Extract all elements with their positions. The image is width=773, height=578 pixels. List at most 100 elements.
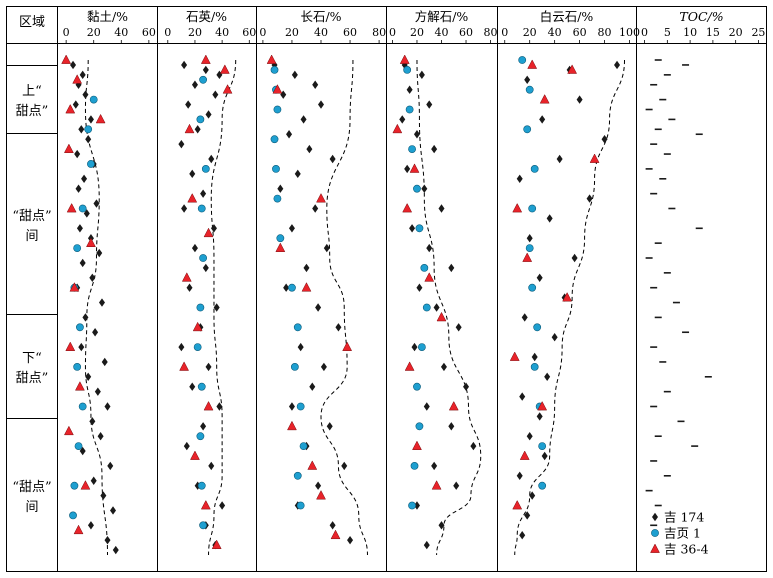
data-point [416, 283, 423, 292]
data-point [73, 244, 82, 252]
tick-label: 20 [410, 26, 424, 39]
data-point [448, 422, 455, 431]
data-point [201, 164, 210, 173]
data-point [341, 461, 348, 471]
data-point [318, 100, 324, 109]
data-point [519, 531, 526, 540]
data-point [70, 60, 77, 70]
data-point [65, 103, 76, 114]
data-point [104, 402, 111, 411]
data-point [208, 461, 215, 471]
track-title: TOC/% [679, 9, 723, 24]
data-point [89, 417, 96, 426]
data-point [63, 143, 74, 153]
data-point [312, 204, 319, 213]
data-point [196, 115, 205, 124]
data-point [286, 130, 293, 139]
data-point [315, 303, 322, 312]
data-point [84, 125, 93, 134]
track: 黏土/% 0 20 40 60 [61, 6, 158, 572]
data-point [586, 194, 593, 203]
data-point [290, 362, 299, 371]
tick-label: 20 [523, 26, 537, 39]
data-point [89, 95, 98, 104]
track-title: 长石/% [300, 9, 341, 24]
data-point [270, 66, 279, 74]
data-point [576, 95, 583, 104]
data-point [63, 425, 74, 436]
data-point [413, 184, 421, 193]
data-point [191, 243, 198, 253]
data-point [76, 224, 83, 233]
data-point [210, 224, 217, 233]
data-point [551, 333, 558, 342]
data-point [413, 130, 420, 139]
tick-label: 0 [63, 26, 70, 39]
tick-label: 25 [751, 26, 765, 39]
data-point [463, 382, 470, 391]
tick-label: 0 [259, 26, 266, 39]
tick-label: 60 [459, 26, 473, 39]
data-point [528, 204, 537, 213]
data-point [202, 263, 209, 273]
data-point [556, 154, 563, 164]
data-point [571, 253, 578, 263]
data-point [329, 521, 336, 530]
data-point [438, 521, 445, 530]
data-point [408, 145, 416, 153]
data-point [423, 402, 430, 411]
data-point [193, 343, 202, 351]
data-point [70, 481, 79, 490]
data-point [589, 153, 600, 163]
data-point [273, 194, 282, 203]
data-point [87, 521, 94, 530]
data-point [405, 105, 414, 114]
trend-line [208, 59, 237, 556]
data-point [438, 204, 445, 213]
data-point [424, 272, 435, 282]
data-point [409, 163, 420, 173]
data-point [112, 545, 119, 555]
zone-label: “甜点”间 [12, 479, 51, 515]
data-point [199, 75, 208, 84]
data-point [78, 125, 85, 134]
zone-column: 区域 上“甜点”“甜点”间下“甜点”“甜点”间 [6, 6, 58, 572]
data-point [307, 460, 318, 470]
data-point [523, 125, 532, 134]
data-point [98, 298, 105, 307]
data-point [404, 164, 411, 174]
data-point [85, 372, 92, 381]
data-point [399, 115, 406, 124]
data-point [272, 164, 280, 173]
data-point [287, 420, 297, 431]
data-point [538, 481, 547, 490]
data-point [93, 199, 100, 208]
data-point [87, 115, 94, 124]
data-point [455, 323, 462, 332]
data-point [178, 342, 185, 352]
legend-label: 吉 36-4 [664, 542, 709, 557]
data-point [75, 381, 85, 391]
track: 方解石/% 0 20 40 60 80 [389, 6, 498, 572]
data-point [61, 54, 72, 64]
tick-label: 60 [242, 26, 256, 39]
data-point [85, 135, 92, 144]
data-point [76, 323, 84, 332]
data-point [275, 242, 286, 252]
data-point [65, 341, 76, 351]
data-point [277, 184, 284, 193]
data-point [179, 361, 190, 371]
data-point [213, 303, 220, 312]
data-point [78, 204, 87, 213]
data-point [222, 84, 233, 94]
data-point [288, 224, 295, 233]
data-point [303, 263, 310, 273]
data-point [402, 202, 413, 213]
data-point [516, 471, 523, 480]
tick-label: 100 [619, 26, 640, 39]
data-point [541, 451, 548, 461]
data-point [203, 400, 214, 411]
data-point [410, 461, 419, 470]
data-point [512, 202, 523, 213]
